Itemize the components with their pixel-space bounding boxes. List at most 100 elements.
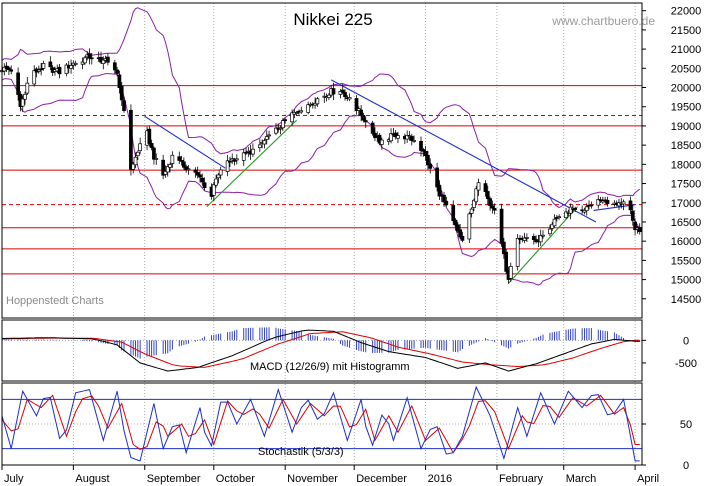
candle-body (7, 67, 11, 71)
candle (57, 64, 62, 79)
candle-body (73, 63, 78, 65)
trend-lines (144, 79, 636, 284)
candle-body (428, 163, 433, 169)
candle-body (474, 188, 479, 203)
candle (281, 118, 285, 132)
candle (359, 104, 363, 122)
candle-body (225, 160, 230, 172)
candle-body (453, 219, 458, 226)
candle (488, 196, 492, 211)
candle (241, 148, 246, 167)
candle-body (184, 166, 189, 171)
candle (573, 206, 578, 212)
candle-body (281, 120, 285, 129)
candle-body (186, 168, 191, 171)
candle-body (131, 163, 136, 170)
price-y-tick-label: 15500 (671, 255, 702, 267)
candle (405, 130, 410, 143)
price-y-tick-label: 19000 (671, 121, 702, 133)
candle-body (458, 229, 462, 238)
candle-body (589, 204, 594, 207)
candle (396, 131, 400, 144)
candle-body (568, 206, 573, 214)
candle (584, 203, 589, 216)
candle-body (283, 119, 288, 122)
candle (347, 93, 352, 102)
panel-frame-0 (1, 2, 643, 319)
candle (161, 154, 166, 180)
candle-body (129, 109, 133, 170)
candle (177, 151, 182, 165)
x-tick-label: September (147, 473, 201, 485)
candle (32, 65, 37, 87)
bollinger-lower (1, 73, 641, 286)
candle-body (393, 132, 398, 138)
candle-body (161, 159, 166, 176)
candle (409, 133, 414, 146)
candle-body (515, 237, 520, 267)
candle-body (83, 57, 87, 64)
candle-body (9, 69, 14, 72)
candle-body (442, 194, 446, 203)
candle-body (39, 68, 43, 71)
candle-body (274, 127, 278, 134)
candle-body (152, 147, 156, 160)
candle (453, 218, 458, 231)
candle (550, 221, 555, 232)
candle-body (419, 141, 423, 151)
candle-body (531, 235, 536, 240)
candle (7, 66, 11, 76)
stochastic-panel-series (1, 385, 642, 462)
candle (483, 180, 488, 197)
x-tick-label: 2016 (428, 473, 452, 485)
candle (20, 95, 25, 112)
candle-body (582, 209, 587, 213)
candle-body (601, 200, 605, 203)
candle (412, 135, 416, 144)
candle (264, 130, 269, 145)
candle-body (195, 172, 200, 176)
candle (267, 130, 271, 140)
candle (637, 223, 642, 235)
price-y-tick-label: 14500 (671, 294, 702, 306)
price-y-tick-label: 19500 (671, 102, 702, 114)
candle (179, 155, 184, 166)
candle (129, 104, 133, 176)
candle (138, 137, 142, 155)
candle (170, 151, 175, 168)
candle (165, 163, 170, 177)
candle (115, 66, 119, 77)
candle (294, 110, 299, 116)
candle-body (115, 69, 119, 74)
candle-body (435, 167, 439, 188)
candle (460, 231, 465, 243)
candle-body (244, 151, 248, 154)
candle (274, 123, 278, 136)
candle-body (455, 224, 460, 232)
candle-body (502, 241, 506, 255)
candle-body (232, 159, 237, 162)
trend-line-2 (593, 204, 636, 211)
candle-body (87, 53, 92, 59)
x-tick-label: July (4, 473, 24, 485)
candle-body (460, 235, 465, 241)
candle (232, 157, 237, 166)
candle (525, 233, 529, 242)
candle (106, 53, 110, 66)
candle (327, 93, 331, 101)
candle (306, 101, 311, 115)
candle-body (48, 61, 53, 68)
stochastic-d-line (1, 394, 640, 454)
candle-body (262, 140, 267, 145)
candle (504, 248, 509, 274)
watermark: www.chartbuero.de (551, 14, 655, 28)
candle (117, 70, 122, 94)
price-y-tick-label: 16500 (671, 217, 702, 229)
stochastic-y-tick-label: 50 (680, 419, 692, 431)
candle-body (149, 143, 154, 149)
candle-body (343, 92, 347, 98)
candle (147, 125, 152, 147)
candle-body (20, 98, 25, 107)
candle-body (327, 94, 331, 98)
candle-body (409, 136, 414, 141)
